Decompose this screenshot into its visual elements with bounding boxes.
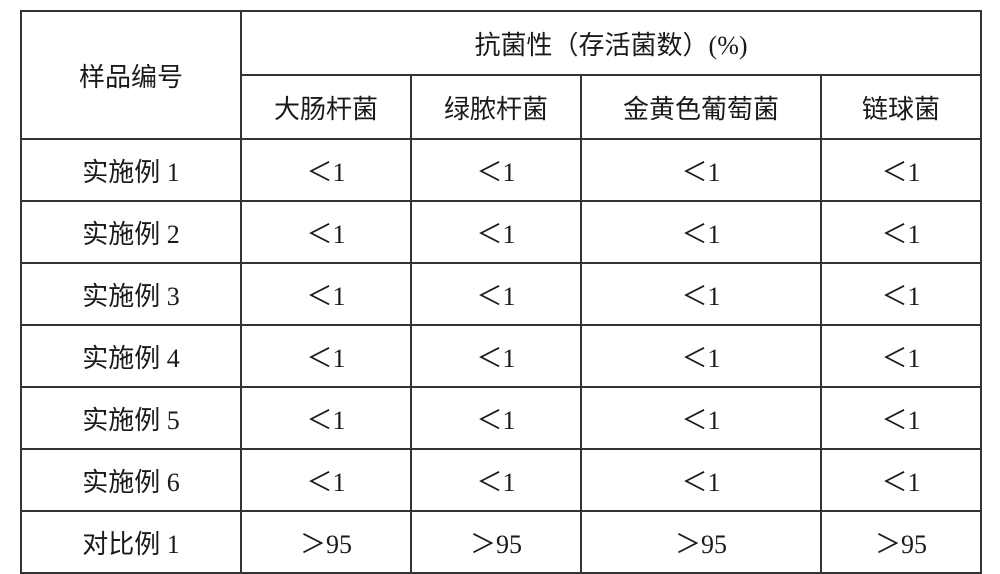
data-cell: ＜1 [581,387,821,449]
data-cell: ＞95 [411,511,581,573]
row-label: 对比例 1 [21,511,241,573]
table-row: 实施例 5＜1＜1＜1＜1 [21,387,981,449]
data-cell: ＜1 [581,263,821,325]
antibacterial-table-container: 样品编号 抗菌性（存活菌数）(%) 大肠杆菌绿脓杆菌金黄色葡萄菌链球菌 实施例 … [0,0,1000,531]
group-header-label: 抗菌性（存活菌数）(%) [241,11,981,75]
table-row: 实施例 4＜1＜1＜1＜1 [21,325,981,387]
data-cell: ＜1 [821,201,981,263]
data-cell: ＜1 [581,139,821,201]
data-cell: ＜1 [581,325,821,387]
row-label: 实施例 3 [21,263,241,325]
data-cell: ＜1 [411,387,581,449]
table-row: 实施例 1＜1＜1＜1＜1 [21,139,981,201]
table-row: 实施例 3＜1＜1＜1＜1 [21,263,981,325]
data-cell: ＜1 [411,139,581,201]
row-label: 实施例 6 [21,449,241,511]
data-cell: ＜1 [241,263,411,325]
data-cell: ＜1 [241,201,411,263]
table-body: 实施例 1＜1＜1＜1＜1实施例 2＜1＜1＜1＜1实施例 3＜1＜1＜1＜1实… [21,139,981,573]
data-cell: ＜1 [411,325,581,387]
data-cell: ＜1 [241,449,411,511]
data-cell: ＜1 [821,325,981,387]
data-cell: ＜1 [241,387,411,449]
table-row: 对比例 1＞95＞95＞95＞95 [21,511,981,573]
data-cell: ＜1 [581,201,821,263]
row-label: 实施例 2 [21,201,241,263]
data-cell: ＜1 [821,387,981,449]
data-cell: ＜1 [241,139,411,201]
column-header: 绿脓杆菌 [411,75,581,139]
antibacterial-table: 样品编号 抗菌性（存活菌数）(%) 大肠杆菌绿脓杆菌金黄色葡萄菌链球菌 实施例 … [20,10,982,574]
column-header: 金黄色葡萄菌 [581,75,821,139]
table-row: 实施例 6＜1＜1＜1＜1 [21,449,981,511]
data-cell: ＜1 [581,449,821,511]
column-header: 链球菌 [821,75,981,139]
table-row: 实施例 2＜1＜1＜1＜1 [21,201,981,263]
data-cell: ＜1 [411,449,581,511]
data-cell: ＞95 [821,511,981,573]
row-label: 实施例 5 [21,387,241,449]
data-cell: ＞95 [581,511,821,573]
data-cell: ＜1 [821,263,981,325]
data-cell: ＜1 [411,263,581,325]
data-cell: ＜1 [821,449,981,511]
row-label: 实施例 4 [21,325,241,387]
data-cell: ＜1 [411,201,581,263]
row-header-label: 样品编号 [21,11,241,139]
data-cell: ＜1 [821,139,981,201]
data-cell: ＞95 [241,511,411,573]
data-cell: ＜1 [241,325,411,387]
row-label: 实施例 1 [21,139,241,201]
column-header: 大肠杆菌 [241,75,411,139]
